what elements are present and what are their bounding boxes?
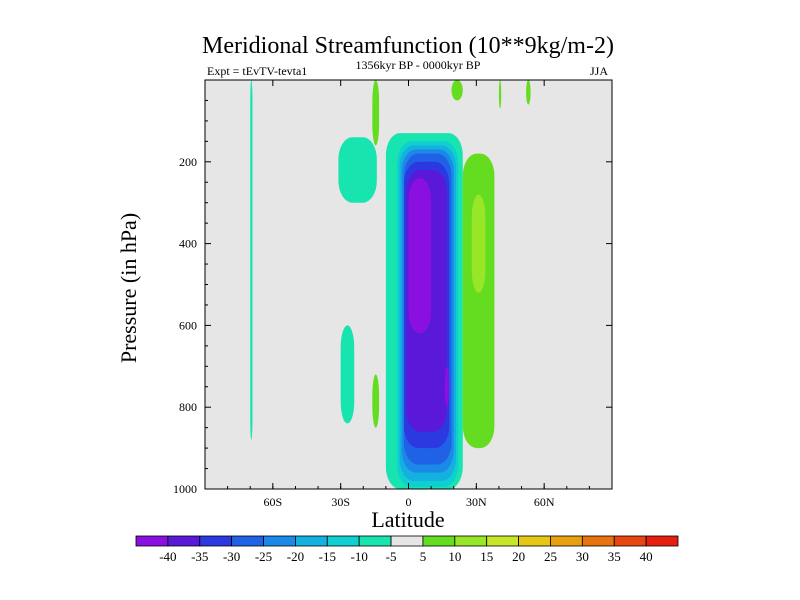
contour-region-12 [372, 80, 380, 146]
colorbar-swatch-14 [581, 535, 615, 547]
contour-region-16 [471, 194, 486, 293]
colorbar-label: 40 [640, 549, 653, 564]
contour-region-11 [444, 366, 450, 408]
colorbar-swatch-16 [645, 535, 679, 547]
colorbar-label: 30 [576, 549, 589, 564]
colorbar-swatch-8 [390, 535, 424, 547]
colorbar-label: -15 [319, 549, 336, 564]
colorbar-swatch-6 [326, 535, 360, 547]
contour-region-10 [408, 178, 432, 334]
left-subtitle: Expt = tEvTV-tevta1 [207, 64, 307, 78]
contour-region-0 [250, 80, 253, 440]
colorbar-swatch-13 [550, 535, 583, 547]
y-tick-label: 800 [179, 400, 197, 414]
colorbar-swatch-9 [422, 535, 456, 547]
y-tick-label: 1000 [173, 482, 197, 496]
colorbar-label: -5 [386, 549, 397, 564]
chart-title: Meridional Streamfunction (10**9kg/m-2) [202, 33, 614, 59]
colorbar: -40 -35 -30 -25 -20 -15 -10 -5 5 10 15 20 25 30 35 40 [135, 535, 679, 564]
contour-region-2 [340, 325, 355, 424]
colorbar-label: 5 [420, 549, 427, 564]
contour-region-18 [526, 80, 531, 105]
contour-region-1 [338, 137, 377, 203]
x-tick-label: 60S [263, 495, 282, 509]
colorbar-swatch-15 [613, 535, 647, 547]
colorbar-swatch-11 [486, 535, 519, 547]
right-subtitle: JJA [590, 64, 608, 78]
colorbar-swatch-1 [167, 535, 201, 547]
contour-region-17 [498, 80, 502, 109]
colorbar-swatch-7 [358, 535, 392, 547]
y-tick-label: 200 [179, 155, 197, 169]
colorbar-label: 15 [480, 549, 493, 564]
colorbar-label: -25 [255, 549, 272, 564]
center-subtitle: 1356kyr BP - 0000kyr BP [356, 58, 481, 72]
colorbar-swatch-4 [263, 535, 296, 547]
colorbar-label: 20 [512, 549, 525, 564]
colorbar-swatch-5 [295, 535, 328, 547]
colorbar-label: 35 [608, 549, 621, 564]
contour-region-13 [451, 80, 463, 101]
colorbar-label: 25 [544, 549, 557, 564]
colorbar-swatch-0 [135, 535, 169, 547]
colorbar-swatch-3 [231, 535, 264, 547]
y-tick-label: 400 [179, 237, 197, 251]
x-tick-label: 30S [331, 495, 350, 509]
y-axis-label: Pressure (in hPa) [116, 213, 141, 363]
x-tick-label: 30N [466, 495, 487, 509]
colorbar-swatch-12 [518, 535, 551, 547]
contour-region-14 [372, 374, 380, 428]
colorbar-label: -40 [159, 549, 176, 564]
x-axis-label: Latitude [371, 507, 444, 532]
contour-layer [250, 80, 531, 489]
colorbar-label: -35 [191, 549, 208, 564]
colorbar-label: -10 [351, 549, 368, 564]
colorbar-swatch-2 [199, 535, 233, 547]
axis-layer: 60S 30S 0 30N 60N 200 400 600 800 1000 [173, 80, 612, 509]
x-tick-label: 60N [534, 495, 555, 509]
colorbar-label: -20 [287, 549, 304, 564]
x-tick-label: 0 [406, 495, 412, 509]
y-tick-label: 600 [179, 318, 197, 332]
colorbar-label: -30 [223, 549, 240, 564]
colorbar-swatch-10 [454, 535, 488, 547]
colorbar-label: 10 [448, 549, 461, 564]
contour-region-15 [462, 153, 495, 449]
